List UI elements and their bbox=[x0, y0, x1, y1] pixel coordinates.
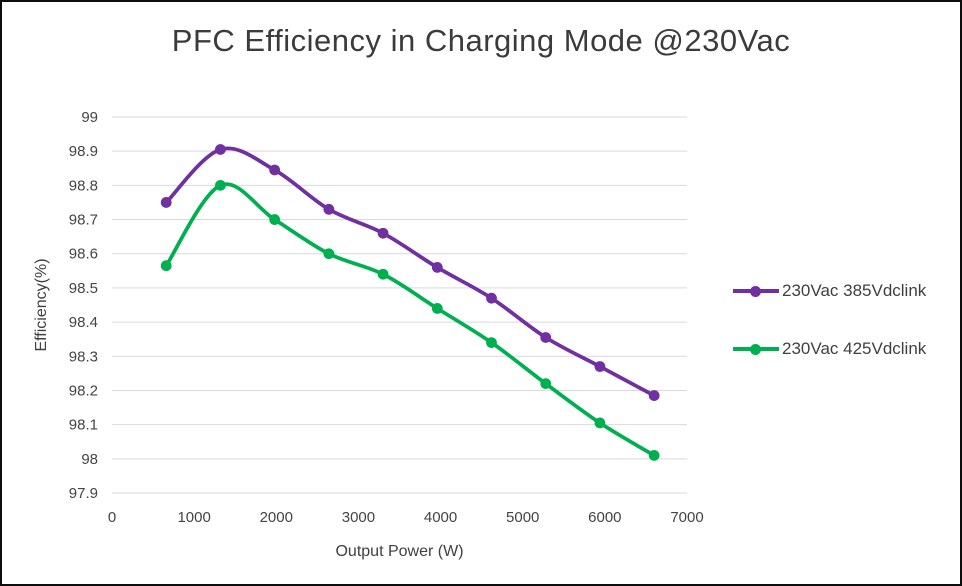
y-tick-label: 98.9 bbox=[69, 143, 98, 160]
x-tick-label: 0 bbox=[108, 509, 116, 526]
data-point-marker bbox=[269, 214, 281, 225]
y-tick-label: 98.2 bbox=[69, 382, 98, 399]
y-tick-label: 97.9 bbox=[69, 485, 98, 502]
chart-title: PFC Efficiency in Charging Mode @230Vac bbox=[171, 23, 791, 58]
y-tick-label: 98.6 bbox=[69, 246, 98, 263]
data-point-marker bbox=[648, 450, 660, 461]
data-point-marker bbox=[540, 378, 552, 390]
data-point-marker bbox=[323, 248, 335, 260]
series-line-0 bbox=[164, 146, 657, 398]
legend-item-385vdclink: 230Vac 385Vdclink bbox=[733, 278, 926, 304]
data-point-marker bbox=[594, 361, 606, 372]
data-point-marker bbox=[431, 303, 443, 314]
y-tick-label: 98 bbox=[81, 451, 98, 468]
legend-dot-icon bbox=[750, 285, 761, 297]
x-tick-label: 4000 bbox=[424, 509, 457, 526]
y-tick-label: 98.3 bbox=[69, 348, 98, 365]
series-line-1 bbox=[164, 182, 657, 458]
y-tick-label: 98.5 bbox=[69, 280, 98, 297]
y-axis-title: Efficiency(%) bbox=[33, 258, 50, 352]
x-tick-label: 5000 bbox=[506, 509, 539, 526]
y-tick-label: 98.8 bbox=[69, 177, 98, 194]
x-axis-title: Output Power (W) bbox=[335, 543, 464, 560]
gridlines bbox=[112, 116, 687, 494]
x-tick-labels: 0 1000 2000 3000 4000 5000 6000 7000 bbox=[108, 509, 704, 526]
data-point-marker bbox=[323, 203, 335, 215]
x-tick-label: 6000 bbox=[588, 509, 621, 526]
data-point-marker bbox=[377, 227, 389, 239]
y-tick-label: 98.4 bbox=[69, 314, 98, 331]
legend-label-385vdclink: 230Vac 385Vdclink bbox=[782, 281, 927, 300]
data-point-marker bbox=[160, 197, 172, 208]
legend-dot-icon bbox=[750, 343, 761, 355]
data-point-marker bbox=[215, 179, 226, 191]
series-markers-0 bbox=[160, 144, 660, 401]
data-point-marker bbox=[377, 268, 389, 280]
data-point-marker bbox=[431, 262, 443, 273]
y-tick-labels: 97.9 98 98.1 98.2 98.3 98.4 98.5 98.6 98.7 98.8 98… bbox=[69, 109, 98, 502]
x-tick-label: 3000 bbox=[342, 509, 375, 526]
series-markers-1 bbox=[160, 179, 660, 461]
data-point-marker bbox=[486, 292, 497, 304]
x-tick-label: 1000 bbox=[177, 509, 210, 526]
data-point-marker bbox=[594, 417, 606, 429]
x-tick-label: 2000 bbox=[260, 509, 293, 526]
data-point-marker bbox=[486, 337, 497, 348]
x-tick-label: 7000 bbox=[670, 509, 703, 526]
y-tick-label: 98.7 bbox=[69, 212, 98, 229]
data-point-marker bbox=[215, 144, 226, 155]
data-point-marker bbox=[269, 164, 281, 176]
data-point-marker bbox=[160, 260, 172, 272]
legend-item-425vdclink: 230Vac 425Vdclink bbox=[733, 336, 926, 362]
y-tick-label: 99 bbox=[81, 109, 98, 126]
legend-label-425vdclink: 230Vac 425Vdclink bbox=[782, 339, 927, 358]
y-tick-label: 98.1 bbox=[69, 417, 98, 434]
data-point-marker bbox=[540, 332, 552, 343]
data-point-marker bbox=[648, 390, 660, 401]
legend: 230Vac 385Vdclink 230Vac 425Vdclink bbox=[733, 278, 926, 394]
legend-swatch-425vdclink bbox=[733, 343, 779, 355]
legend-swatch-385vdclink bbox=[733, 285, 779, 297]
